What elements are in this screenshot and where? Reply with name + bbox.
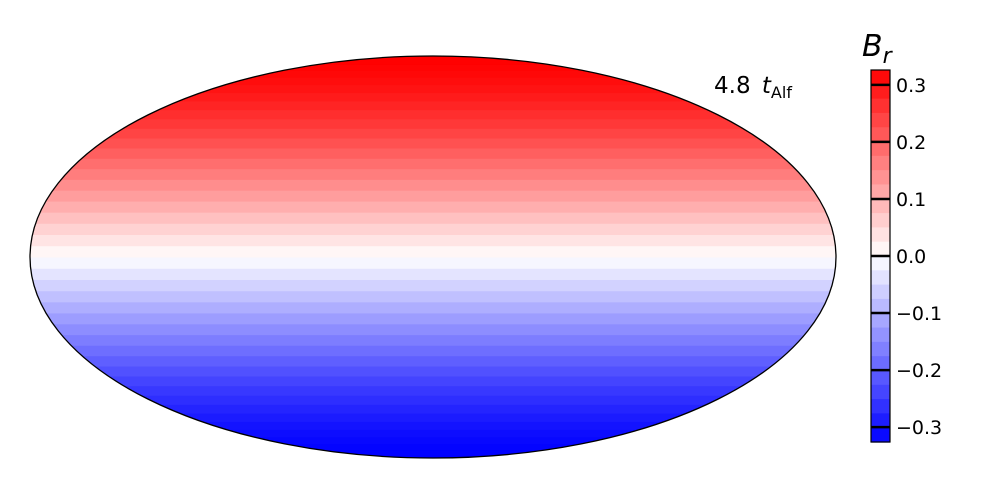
map-band — [30, 157, 836, 170]
colorbar-segment — [871, 98, 890, 114]
colorbar-tick-label: −0.2 — [896, 360, 942, 382]
colorbar-segment — [871, 241, 890, 257]
map-band — [30, 412, 836, 422]
colorbar-segment — [871, 184, 890, 200]
map-band — [30, 109, 836, 120]
map-band — [30, 69, 836, 78]
map-band — [30, 375, 836, 387]
map-band — [30, 454, 836, 458]
map-band — [30, 211, 836, 224]
map-band — [30, 323, 836, 336]
colorbar-segment — [871, 141, 890, 157]
colorbar-segment — [871, 427, 890, 443]
map-outline — [29, 55, 837, 459]
map-band — [30, 403, 836, 414]
map-band — [30, 334, 836, 346]
map-band — [30, 118, 836, 129]
map-band — [30, 290, 836, 303]
map-band — [30, 58, 836, 65]
colorbar-segment — [871, 227, 890, 243]
map-band — [30, 365, 836, 377]
colorbar-segment — [871, 413, 890, 429]
colorbar-tick-label: 0.0 — [896, 246, 926, 268]
colorbar-tick-label: −0.3 — [896, 417, 942, 439]
colorbar-segment — [871, 341, 890, 357]
colorbar-tick-label: 0.2 — [896, 132, 926, 154]
map-band — [30, 84, 836, 94]
map-band — [30, 428, 836, 438]
map-band — [30, 355, 836, 367]
colorbar-segment — [871, 170, 890, 186]
colorbar: 0.3 0.2 0.1 0.0 −0.1 −0.2 −0.3 — [870, 69, 942, 443]
map-band — [30, 222, 836, 235]
map-band — [30, 420, 836, 430]
colorbar-segment — [871, 298, 890, 314]
map-band — [30, 436, 836, 445]
map-band — [30, 443, 836, 451]
colorbar-label-subscript: r — [883, 44, 894, 69]
map-band — [30, 76, 836, 86]
colorbar-segment — [871, 356, 890, 372]
map-band — [30, 449, 836, 456]
map-band — [30, 394, 836, 405]
map-band — [30, 233, 836, 247]
colorbar-tick-label: 0.3 — [896, 75, 926, 97]
map-band — [30, 245, 836, 258]
map-band — [30, 256, 836, 269]
map-band — [30, 200, 836, 213]
colorbar-segment — [871, 370, 890, 386]
map-band — [30, 56, 836, 60]
map-band — [30, 147, 836, 159]
map-band — [30, 279, 836, 292]
map-bands — [30, 56, 836, 458]
colorbar-segment — [871, 84, 890, 100]
colorbar-tick-label: 0.1 — [896, 189, 926, 211]
colorbar-tick-label: −0.1 — [896, 303, 942, 325]
colorbar-segment — [871, 198, 890, 214]
map-band — [30, 100, 836, 111]
map-band — [30, 301, 836, 314]
colorbar-segment — [871, 213, 890, 228]
map-band — [30, 385, 836, 396]
colorbar-segment — [871, 270, 890, 286]
time-annotation: 4.8 tAlf — [714, 73, 792, 102]
colorbar-label: Br — [862, 29, 894, 69]
colorbar-segment — [871, 313, 890, 329]
map-band — [30, 189, 836, 202]
colorbar-segment — [871, 112, 890, 128]
map-band — [30, 168, 836, 180]
map-band — [30, 267, 836, 281]
colorbar-segment — [871, 327, 890, 343]
colorbar-segment — [871, 127, 890, 143]
colorbar-segment — [871, 256, 890, 271]
map-band — [30, 178, 836, 191]
map-band — [30, 137, 836, 149]
time-symbol: t — [762, 73, 772, 99]
colorbar-segment — [871, 384, 890, 400]
map-band — [30, 127, 836, 139]
colorbar-segment — [871, 284, 890, 300]
colorbar-label-symbol: B — [862, 29, 883, 64]
time-value: 4.8 — [714, 73, 751, 99]
map-band — [30, 63, 836, 71]
map-band — [30, 312, 836, 325]
colorbar-segment — [871, 399, 890, 414]
map-band — [30, 92, 836, 102]
colorbar-segment — [871, 155, 890, 171]
colorbar-segment — [871, 70, 890, 85]
map-band — [30, 344, 836, 357]
time-subscript: Alf — [771, 83, 792, 102]
